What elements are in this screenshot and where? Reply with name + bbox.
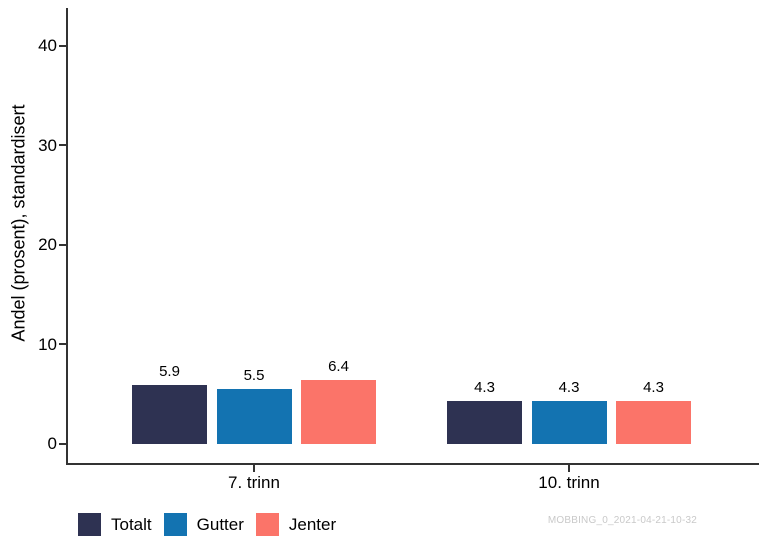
bar xyxy=(616,400,691,444)
legend-swatch xyxy=(78,513,101,536)
legend-item: Jenter xyxy=(255,513,337,536)
bar xyxy=(301,379,376,444)
legend-swatch xyxy=(163,513,187,536)
y-tick-label: 10 xyxy=(38,334,57,354)
legend-item: Gutter xyxy=(163,513,244,536)
y-tick xyxy=(59,442,67,445)
y-tick-label: 0 xyxy=(47,434,57,453)
bar-value-label: 4.3 xyxy=(558,378,580,396)
y-tick-label: 20 xyxy=(38,235,57,254)
bar-value-label: 4.3 xyxy=(643,378,664,396)
y-tick-label: 40 xyxy=(38,36,57,55)
y-tick xyxy=(59,144,67,146)
bar-value-label: 4.3 xyxy=(474,378,495,396)
legend-label: Totalt xyxy=(111,514,152,534)
bar-value-label: 5.9 xyxy=(159,362,180,380)
legend-swatch xyxy=(255,513,279,536)
bar-value-label: 6.4 xyxy=(328,357,349,375)
bar-value-label: 5.5 xyxy=(243,366,265,384)
bar xyxy=(132,384,207,444)
y-tick-label: 30 xyxy=(38,135,57,155)
x-axis-line xyxy=(66,463,759,465)
bar xyxy=(447,400,522,444)
y-axis-line xyxy=(66,8,68,465)
x-category-label: 7. trinn xyxy=(228,473,280,492)
legend-item: Totalt xyxy=(78,513,152,536)
x-tick xyxy=(568,465,570,472)
y-tick xyxy=(59,44,67,47)
legend-label: Jenter xyxy=(288,514,337,534)
legend-label: Gutter xyxy=(196,514,244,534)
x-tick xyxy=(253,465,255,472)
watermark: MOBBING_0_2021-04-21-10-32 xyxy=(547,515,697,526)
legend: Totalt Gutter Jenter xyxy=(78,513,336,536)
y-tick xyxy=(59,343,67,345)
y-tick xyxy=(59,243,67,246)
x-category-label: 10. trinn xyxy=(538,473,600,492)
bar xyxy=(531,400,607,444)
bar xyxy=(216,388,292,444)
